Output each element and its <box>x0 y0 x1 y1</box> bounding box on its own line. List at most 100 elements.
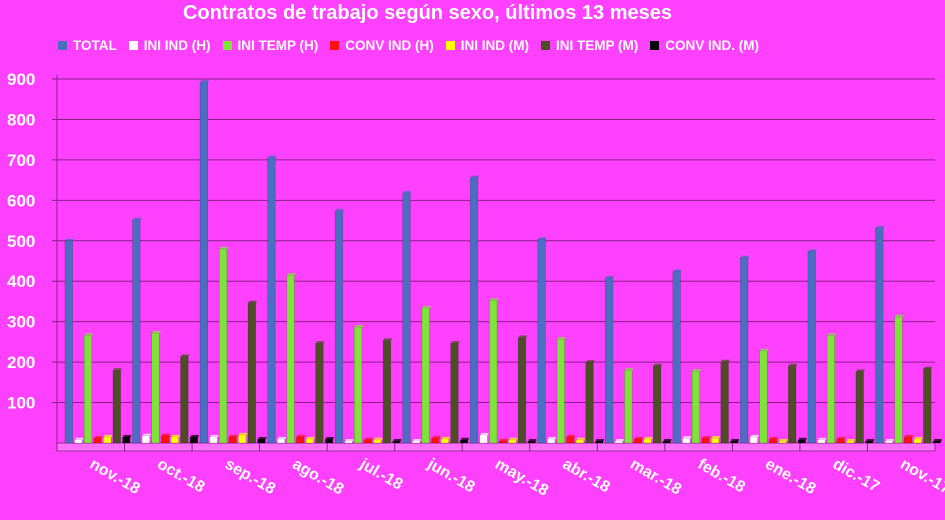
bar-conv-ind-m-ene-18 <box>797 439 806 444</box>
bar-ini-temp-m-nov-18 <box>112 369 121 444</box>
bar-conv-ind-m-nov-18 <box>122 436 131 444</box>
x-tick-label: sep.-18 <box>222 456 278 498</box>
bar-cap-ini-ind-h-ago-18 <box>278 436 286 439</box>
legend-swatch <box>222 41 232 50</box>
bar-conv-ind-m-mar-18 <box>662 440 671 444</box>
bar-total-abr-18 <box>537 238 546 444</box>
bar-conv-ind-m-jun-18 <box>459 439 469 444</box>
bar-ini-temp-h-sep-18 <box>218 248 228 444</box>
x-tick-label: oct.-18 <box>154 456 207 497</box>
bar-ini-ind-m-dic-17 <box>846 440 855 444</box>
bar-conv-ind-h-mar-18 <box>633 438 643 444</box>
y-tick-label: 900 <box>7 70 35 89</box>
bar-cap-total-nov-18 <box>66 238 74 241</box>
bar-cap-ini-ind-m-ago-18 <box>307 436 315 439</box>
bar-cap-conv-ind-m-jul-18 <box>393 438 402 441</box>
bar-ini-temp-h-dic-17 <box>826 335 836 444</box>
bar-cap-ini-ind-h-dic-17 <box>818 437 827 440</box>
bar-ini-ind-h-may-18 <box>479 434 488 444</box>
bar-conv-ind-h-ago-18 <box>296 436 305 444</box>
bar-ini-ind-h-abr-18 <box>547 438 556 444</box>
bar-cap-conv-ind-h-ago-18 <box>297 434 306 437</box>
bar-cap-ini-temp-m-oct-18 <box>181 354 190 357</box>
bar-ini-temp-m-oct-18 <box>180 356 189 444</box>
bar-cap-conv-ind-m-oct-18 <box>191 434 199 437</box>
bar-cap-conv-ind-h-nov-17 <box>905 434 913 437</box>
bar-cap-conv-ind-h-feb-18 <box>702 436 711 439</box>
bar-total-ago-18 <box>267 157 276 444</box>
bar-ini-temp-m-feb-18 <box>720 361 729 444</box>
bar-conv-ind-h-nov-18 <box>93 437 102 444</box>
y-tick-label: 300 <box>7 313 35 332</box>
bar-total-sep-18 <box>199 81 208 444</box>
bar-cap-ini-temp-h-oct-18 <box>152 330 161 333</box>
bar-cap-ini-ind-h-nov-17 <box>886 438 894 441</box>
bar-cap-ini-temp-m-nov-17 <box>924 366 933 369</box>
chart-legend: TOTAL INI IND (H) INI TEMP (H) CONV IND (H)… <box>58 38 943 53</box>
y-tick-label: 700 <box>7 151 35 170</box>
legend-item-conv-ind-m: CONV IND. (M) <box>650 38 759 53</box>
bar-cap-total-may-18 <box>471 175 479 178</box>
bar-ini-temp-h-jul-18 <box>354 326 363 444</box>
bar-total-nov-18 <box>64 240 73 444</box>
legend-label: INI IND (M) <box>460 38 529 53</box>
bar-ini-temp-m-nov-17 <box>923 368 932 444</box>
bar-ini-temp-h-feb-18 <box>691 370 700 444</box>
bar-cap-ini-temp-m-mar-18 <box>654 363 662 366</box>
bar-cap-total-abr-18 <box>538 237 547 240</box>
bar-ini-temp-h-mar-18 <box>624 369 633 444</box>
bar-cap-ini-ind-h-nov-18 <box>75 437 84 440</box>
bar-cap-ini-ind-m-nov-18 <box>104 434 112 437</box>
x-tick-label: mar.-18 <box>627 456 684 499</box>
bar-ini-temp-m-dic-17 <box>855 371 864 444</box>
bar-cap-ini-temp-h-may-18 <box>490 298 499 301</box>
bar-ini-ind-m-may-18 <box>508 439 517 444</box>
bar-conv-ind-h-abr-18 <box>566 436 575 444</box>
legend-swatch <box>58 41 67 50</box>
bar-cap-conv-ind-m-sep-18 <box>258 436 267 439</box>
bar-cap-conv-ind-m-abr-18 <box>596 438 604 441</box>
bar-cap-ini-temp-m-jun-18 <box>451 341 460 344</box>
bar-cap-ini-ind-m-oct-18 <box>171 434 180 437</box>
bar-total-mar-18 <box>605 277 614 444</box>
y-tick-label: 800 <box>7 110 35 129</box>
bar-cap-ini-ind-m-jun-18 <box>442 436 450 439</box>
bar-cap-ini-temp-h-dic-17 <box>828 333 836 336</box>
bar-conv-ind-h-jul-18 <box>363 439 372 444</box>
bar-cap-ini-ind-h-feb-18 <box>683 436 692 439</box>
bar-cap-ini-temp-h-jun-18 <box>422 305 431 308</box>
bar-ini-temp-h-may-18 <box>489 299 498 444</box>
bar-cap-ini-temp-h-abr-18 <box>557 337 566 340</box>
bar-cap-ini-ind-m-feb-18 <box>712 436 720 439</box>
bar-ini-ind-h-nov-18 <box>74 439 83 444</box>
bar-ini-temp-h-ene-18 <box>759 350 768 444</box>
bar-cap-conv-ind-h-nov-18 <box>94 436 103 439</box>
bar-cap-conv-ind-m-ene-18 <box>798 437 807 440</box>
bar-cap-total-feb-18 <box>673 269 682 272</box>
bar-cap-ini-temp-m-may-18 <box>519 335 527 338</box>
bar-cap-total-sep-18 <box>201 79 209 82</box>
bar-ini-ind-m-jul-18 <box>373 439 382 444</box>
bar-conv-ind-m-abr-18 <box>595 440 604 444</box>
bar-ini-ind-h-oct-18 <box>141 435 151 444</box>
bar-cap-conv-ind-m-nov-18 <box>123 434 132 437</box>
bar-ini-ind-h-ene-18 <box>749 436 758 444</box>
x-tick-label: feb.-18 <box>695 456 748 497</box>
bar-ini-ind-m-abr-18 <box>575 439 585 444</box>
bar-ini-temp-m-may-18 <box>517 337 527 444</box>
bar-cap-ini-temp-m-jul-18 <box>384 338 392 341</box>
y-tick-label: 400 <box>7 272 35 291</box>
bar-cap-conv-ind-h-oct-18 <box>162 433 170 436</box>
bar-total-ene-18 <box>740 257 749 444</box>
bar-cap-ini-ind-h-jul-18 <box>345 438 354 441</box>
bar-cap-ini-ind-m-abr-18 <box>577 437 585 440</box>
legend-item-ini-temp-m: INI TEMP (M) <box>541 38 638 53</box>
x-tick-label: ago.-18 <box>289 456 346 499</box>
y-tick-label: 600 <box>7 191 35 210</box>
bar-cap-total-jun-18 <box>403 191 412 194</box>
bar-ini-temp-m-ene-18 <box>788 365 797 444</box>
bar-ini-temp-m-mar-18 <box>653 365 662 444</box>
bar-conv-ind-h-dic-17 <box>836 438 845 444</box>
bar-ini-ind-m-mar-18 <box>643 438 652 444</box>
